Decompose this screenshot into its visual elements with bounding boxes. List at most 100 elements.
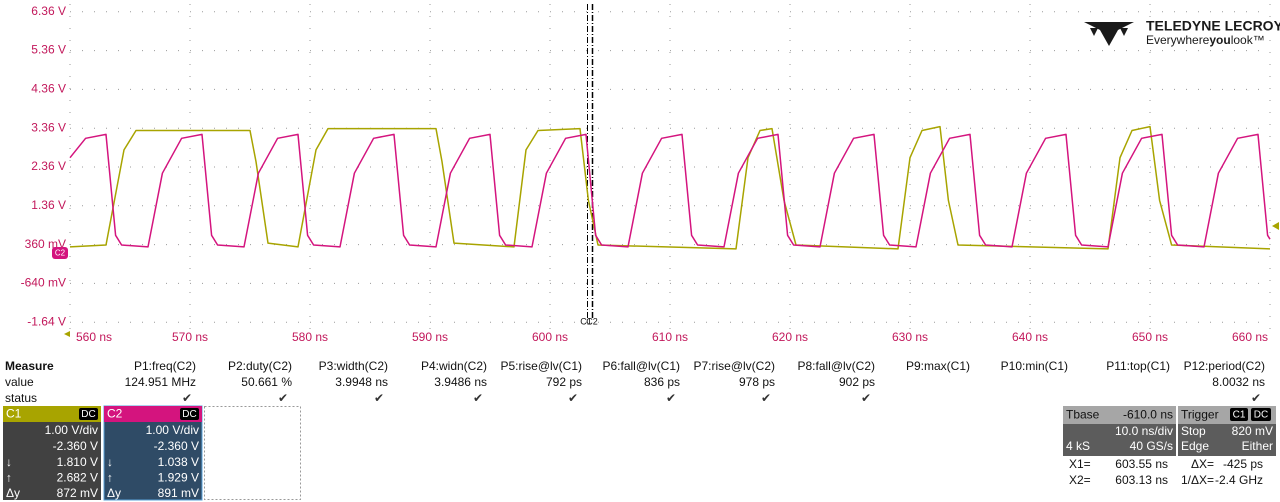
measure-header: P2:duty(C2) xyxy=(228,359,292,373)
x-tick-label: 560 ns xyxy=(76,330,112,344)
logo-brand: TELEDYNE LECROY xyxy=(1146,18,1280,34)
measure-header: P6:fall@lv(C1) xyxy=(602,359,680,373)
x-tick-label: 580 ns xyxy=(292,330,328,344)
readout-label: 1/ΔX= xyxy=(1181,473,1214,487)
timebase-delay: -610.0 ns xyxy=(1123,408,1173,422)
x-tick-label: 590 ns xyxy=(412,330,448,344)
y-tick-label: 4.36 V xyxy=(31,82,66,96)
readout-value: -425 ps xyxy=(1223,457,1263,471)
channel-name: C1 xyxy=(6,407,22,421)
channel-header xyxy=(3,406,101,422)
coupling-label: DC xyxy=(182,409,196,420)
cursor-value: 891 mV xyxy=(158,486,199,500)
measure-status: ✔ xyxy=(761,391,771,405)
waveform xyxy=(69,133,1271,248)
trigger-label: Trigger xyxy=(1181,408,1219,422)
y-tick-label: -1.64 V xyxy=(27,314,66,328)
y-tick-label: 6.36 V xyxy=(31,4,66,18)
timebase-scale: 10.0 ns/div xyxy=(1115,424,1173,438)
trigger-slope: Either xyxy=(1242,439,1273,453)
measure-value: 8.0032 ns xyxy=(1212,375,1265,389)
measure-status: ✔ xyxy=(374,391,384,405)
empty-slot xyxy=(204,406,301,500)
channel-header xyxy=(104,406,202,422)
timebase-header xyxy=(1063,406,1176,424)
logo-tagline-part: you xyxy=(1209,33,1230,47)
x-tick-label: 630 ns xyxy=(892,330,928,344)
measure-status: ✔ xyxy=(182,391,192,405)
channel-name: C2 xyxy=(107,407,123,421)
trigger-type: Edge xyxy=(1181,439,1209,453)
timebase-samples: 4 kS xyxy=(1066,439,1090,453)
measure-value: 978 ps xyxy=(739,375,775,389)
row-label: value xyxy=(5,375,34,389)
channel-scale: 1.00 V/div xyxy=(45,423,98,437)
coupling-tag xyxy=(79,408,98,420)
trigger-coupling: DC xyxy=(1254,410,1268,421)
trigger-mode: Stop xyxy=(1181,424,1206,438)
cursor-tag: C1 xyxy=(580,316,592,326)
channel-offset: -2.360 V xyxy=(53,439,98,453)
measure-status: ✔ xyxy=(568,391,578,405)
cursor-value: 1.929 V xyxy=(158,471,199,485)
cursor-symbol: ↑ xyxy=(6,471,12,485)
measure-header: P3:width(C2) xyxy=(319,359,388,373)
channel-offset: -2.360 V xyxy=(154,439,199,453)
coupling-tag xyxy=(180,408,199,420)
y-tick-label: 5.36 V xyxy=(31,43,66,57)
measure-status: ✔ xyxy=(278,391,288,405)
measure-value: 3.9948 ns xyxy=(335,375,388,389)
y-tick-label: -640 mV xyxy=(21,276,66,290)
readout-value: 603.13 ns xyxy=(1115,473,1168,487)
measure-title: Measure xyxy=(5,359,54,373)
measure-value: 902 ps xyxy=(839,375,875,389)
measure-status: ✔ xyxy=(861,391,871,405)
cursor-symbol: ↓ xyxy=(107,455,113,469)
measure-header: P1:freq(C2) xyxy=(134,359,196,373)
cursor-symbol: ↑ xyxy=(107,471,113,485)
measure-header: P7:rise@lv(C2) xyxy=(693,359,775,373)
logo-tagline-part: Everywhere xyxy=(1146,33,1210,47)
trigger-source-tag xyxy=(1230,408,1248,421)
readout-label: ΔX= xyxy=(1191,457,1214,471)
coupling-label: DC xyxy=(81,409,95,420)
y-tick-label: 2.36 V xyxy=(31,159,66,173)
trigger-level: 820 mV xyxy=(1232,424,1273,438)
cursor-value: 1.038 V xyxy=(158,455,199,469)
measure-header: P4:widn(C2) xyxy=(421,359,487,373)
logo-tagline-part: look™ xyxy=(1231,33,1265,47)
cursor-tag: C2 xyxy=(586,316,598,326)
readout-label: X2= xyxy=(1069,473,1091,487)
x-tick-label: 570 ns xyxy=(172,330,208,344)
waveform xyxy=(69,125,1271,250)
cursor-symbol: Δy xyxy=(107,486,121,500)
measure-value: 124.951 MHz xyxy=(125,375,196,389)
channel-tag-label: C2 xyxy=(55,249,66,258)
measure-status: ✔ xyxy=(666,391,676,405)
channel-tag xyxy=(52,247,68,259)
x-axis-arrow xyxy=(64,331,70,337)
readout-label: X1= xyxy=(1069,457,1091,471)
measure-header: P8:fall@lv(C2) xyxy=(797,359,875,373)
cursor-symbol: ↓ xyxy=(6,455,12,469)
logo-tagline: Everywhereyoulook™ xyxy=(1146,33,1265,47)
x-tick-label: 620 ns xyxy=(772,330,808,344)
cursor-symbol: Δy xyxy=(6,486,20,500)
x-tick-label: 610 ns xyxy=(652,330,688,344)
cursor-value: 1.810 V xyxy=(57,455,98,469)
measure-header: P11:top(C1) xyxy=(1106,359,1170,373)
cursor-value: 872 mV xyxy=(57,486,98,500)
measure-header: P5:rise@lv(C1) xyxy=(500,359,582,373)
x-tick-label: 650 ns xyxy=(1132,330,1168,344)
measure-status: ✔ xyxy=(1251,391,1261,405)
trigger-level-marker xyxy=(1272,222,1279,230)
timebase-rate: 40 GS/s xyxy=(1130,439,1173,453)
measure-header: P12:period(C2) xyxy=(1184,359,1265,373)
x-tick-label: 660 ns xyxy=(1232,330,1268,344)
timebase-label: Tbase xyxy=(1066,408,1100,422)
measure-value: 3.9486 ns xyxy=(434,375,487,389)
x-tick-label: 600 ns xyxy=(532,330,568,344)
channel-scale: 1.00 V/div xyxy=(146,423,199,437)
measure-header: P9:max(C1) xyxy=(906,359,970,373)
